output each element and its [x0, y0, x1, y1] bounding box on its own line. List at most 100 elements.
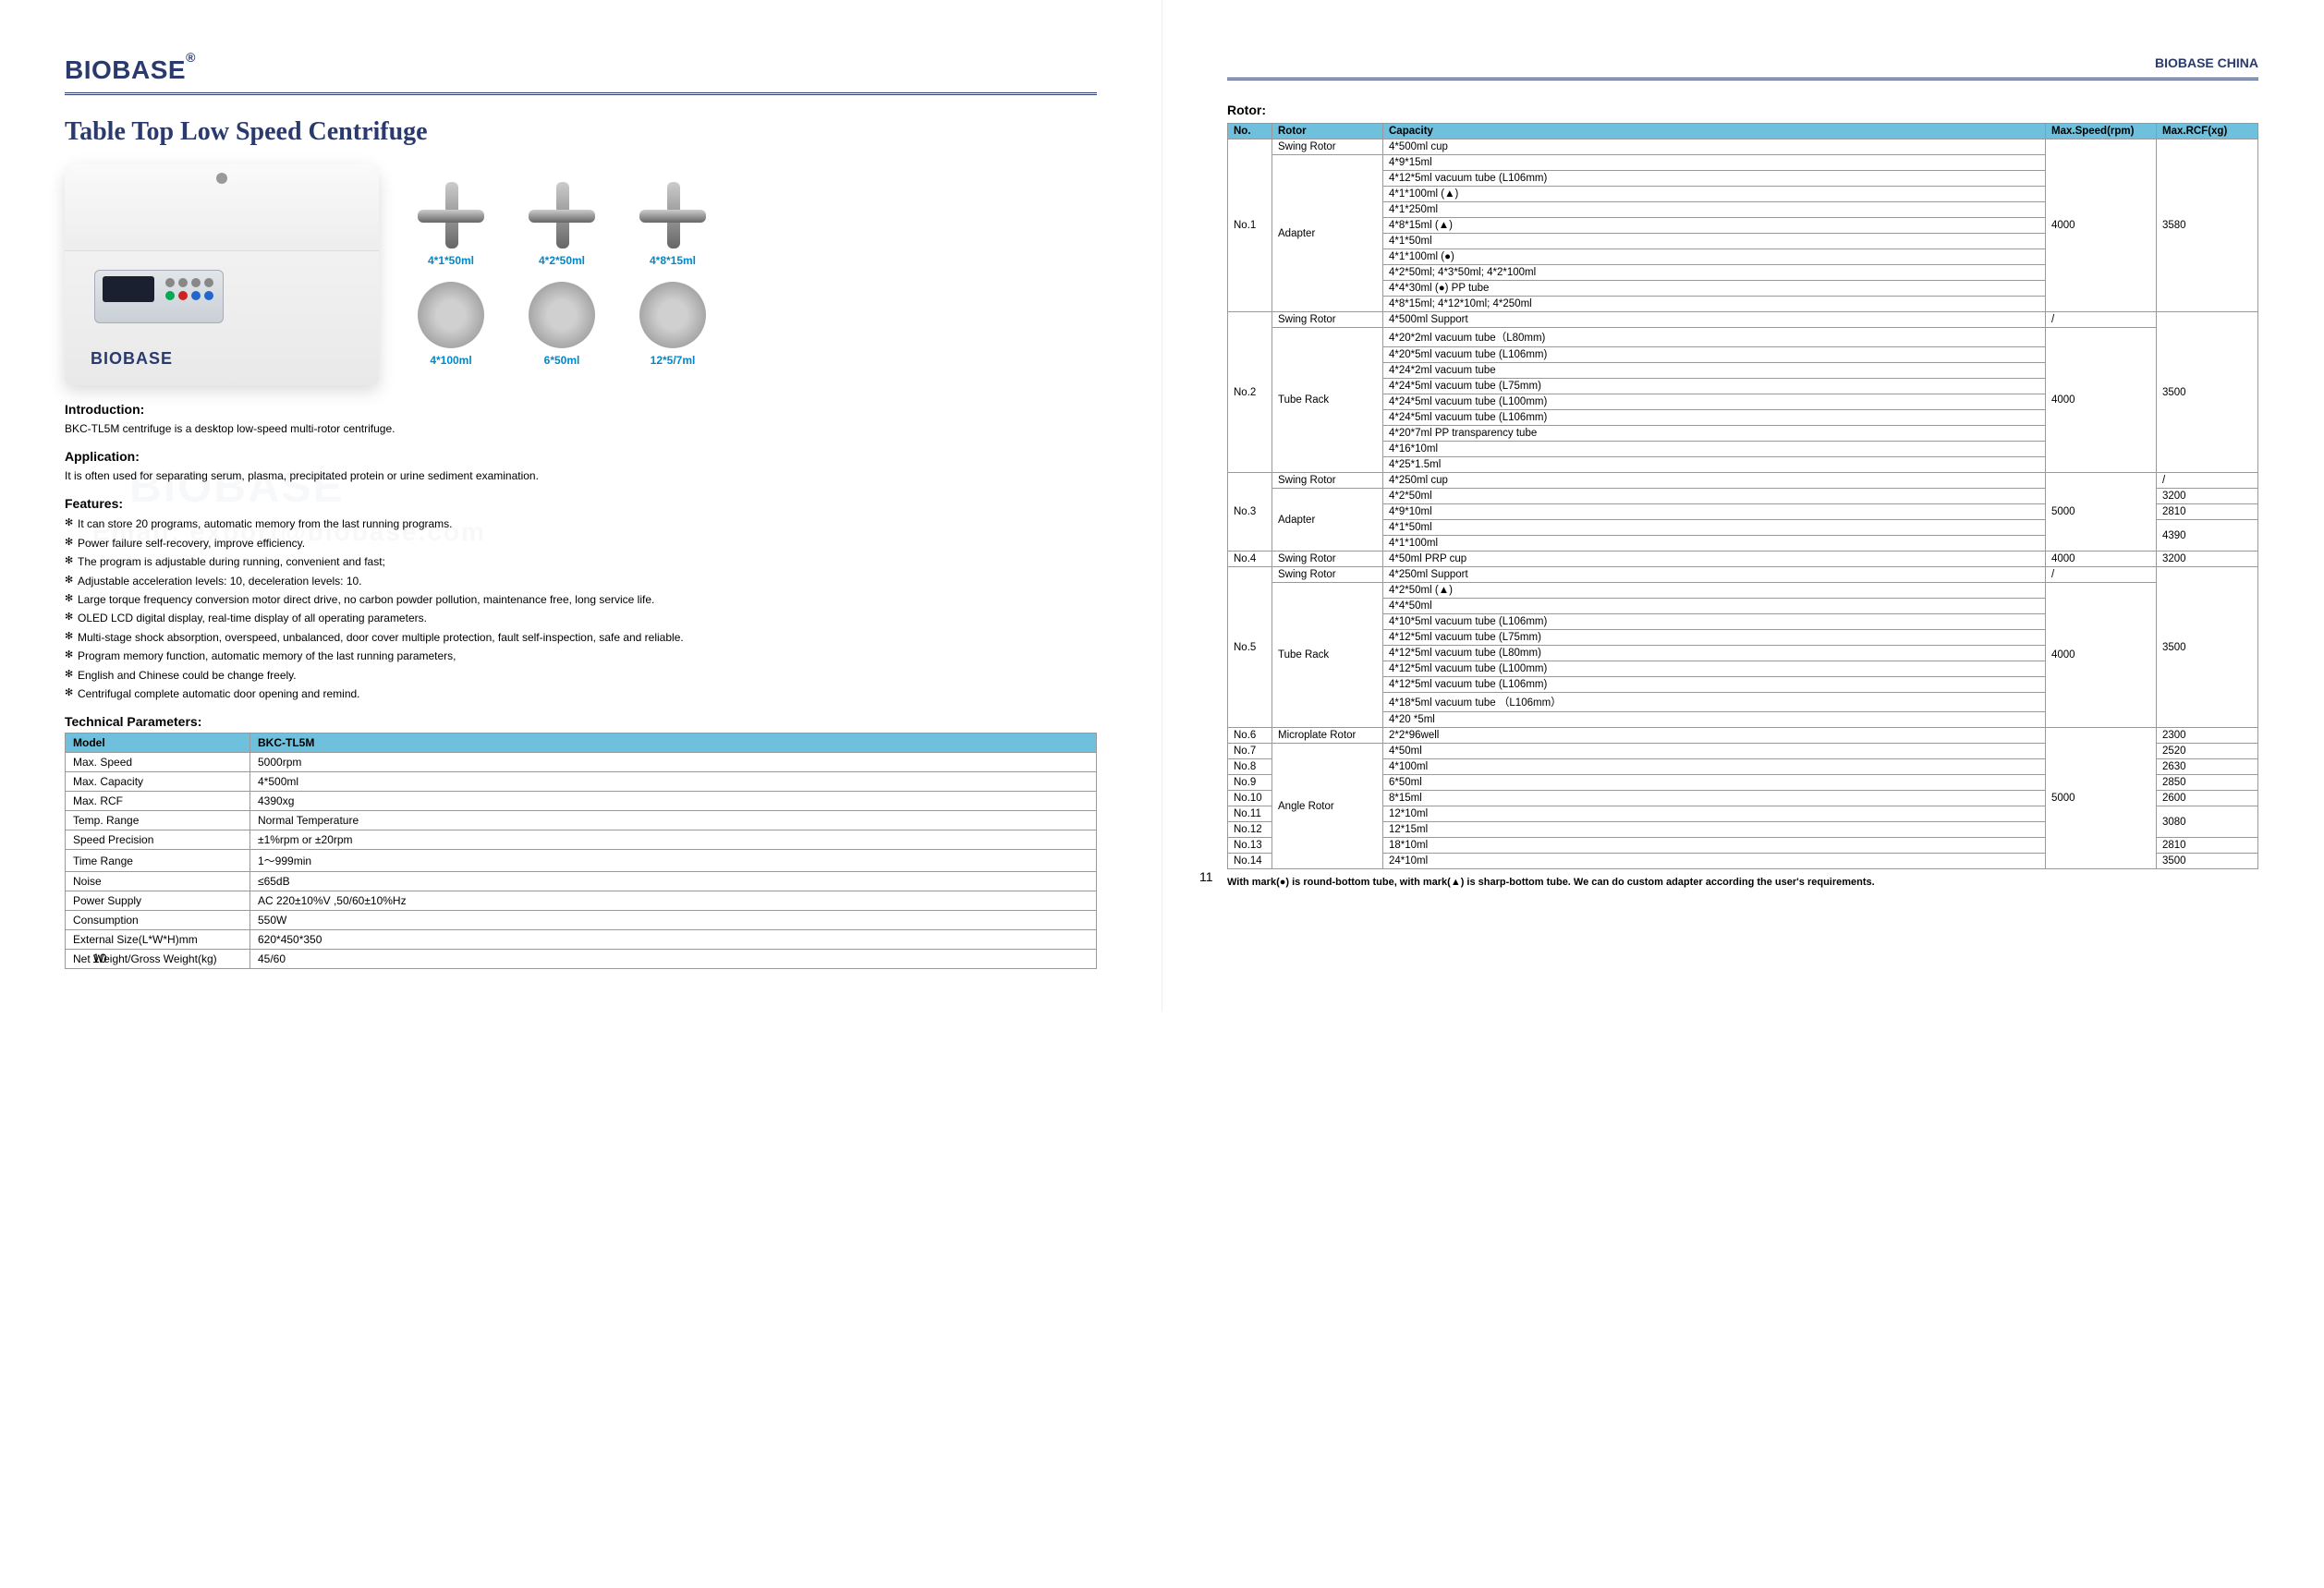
feature-item: Adjustable acceleration levels: 10, dece…	[65, 572, 1097, 590]
rotor-thumb-label: 4*2*50ml	[517, 254, 606, 267]
page-header: BIOBASE®	[65, 55, 1097, 95]
cell-no: No.13	[1228, 838, 1272, 854]
table-row: Consumption550W	[66, 911, 1097, 930]
cell-rotor: Swing Rotor	[1272, 312, 1383, 328]
cell-rcf: 2520	[2157, 744, 2258, 759]
device-panel	[94, 270, 224, 323]
table-row: Time Range1～999min	[66, 850, 1097, 872]
table-row: Noise≤65dB	[66, 872, 1097, 891]
table-header-cell: Capacity	[1383, 124, 2046, 139]
rotor-thumb: 4*2*50ml	[517, 182, 606, 267]
cell-capacity: 4*9*15ml	[1383, 155, 2046, 171]
feature-item: OLED LCD digital display, real-time disp…	[65, 609, 1097, 627]
cell-capacity: 4*1*100ml (▲)	[1383, 187, 2046, 202]
table-row: Power SupplyAC 220±10%V ,50/60±10%Hz	[66, 891, 1097, 911]
cell-capacity: 18*10ml	[1383, 838, 2046, 854]
cell-capacity: 4*100ml	[1383, 759, 2046, 775]
cell-capacity: 4*8*15ml (▲)	[1383, 218, 2046, 234]
table-row: Max. Capacity4*500ml	[66, 772, 1097, 792]
cell-capacity: 6*50ml	[1383, 775, 2046, 791]
table-cell: 620*450*350	[250, 930, 1097, 950]
cell-capacity: 4*2*50ml; 4*3*50ml; 4*2*100ml	[1383, 265, 2046, 281]
rotor-thumb-label: 6*50ml	[517, 354, 606, 367]
cell-no: No.11	[1228, 806, 1272, 822]
cell-capacity: 4*500ml Support	[1383, 312, 2046, 328]
cell-capacity: 4*20*7ml PP transparency tube	[1383, 426, 2046, 442]
table-cell: 5000rpm	[250, 753, 1097, 772]
table-cell: Max. Speed	[66, 753, 250, 772]
cell-rotor: Adapter	[1272, 489, 1383, 552]
intro-text: BKC-TL5M centrifuge is a desktop low-spe…	[65, 420, 1097, 438]
table-row: Speed Precision±1%rpm or ±20rpm	[66, 830, 1097, 850]
cell-capacity: 4*4*30ml (●) PP tube	[1383, 281, 2046, 297]
cell-rcf: 3500	[2157, 567, 2258, 728]
cell-capacity: 4*12*5ml vacuum tube (L106mm)	[1383, 677, 2046, 693]
rotor-thumb-label: 12*5/7ml	[628, 354, 717, 367]
feature-item: English and Chinese could be change free…	[65, 666, 1097, 685]
cell-rotor: Swing Rotor	[1272, 139, 1383, 155]
rotor-table: No.RotorCapacityMax.Speed(rpm)Max.RCF(xg…	[1227, 123, 2258, 869]
cell-rotor: Swing Rotor	[1272, 473, 1383, 489]
cell-speed: /	[2046, 312, 2157, 328]
cell-speed: 4000	[2046, 552, 2157, 567]
cell-rcf: 3500	[2157, 312, 2258, 473]
rotor-thumb: 4*1*50ml	[407, 182, 495, 267]
device-handle	[216, 173, 227, 184]
cell-no: No.8	[1228, 759, 1272, 775]
cell-capacity: 4*1*50ml	[1383, 520, 2046, 536]
hero-row: BIOBASE 4*1*50ml 4*2*50ml 4*8*15ml 4*100ml 6…	[65, 164, 1097, 385]
cell-no: No.1	[1228, 139, 1272, 312]
table-cell: Time Range	[66, 850, 250, 872]
table-header-cell: BKC-TL5M	[250, 733, 1097, 753]
table-row: Tube Rack4*2*50ml (▲)4000	[1228, 583, 2258, 599]
tech-params-table: ModelBKC-TL5MMax. Speed5000rpmMax. Capac…	[65, 733, 1097, 969]
rotor-thumb-label: 4*1*50ml	[407, 254, 495, 267]
table-row: Temp. RangeNormal Temperature	[66, 811, 1097, 830]
cell-capacity: 4*25*1.5ml	[1383, 457, 2046, 473]
intro-heading: Introduction:	[65, 402, 1097, 417]
cell-rcf: 4390	[2157, 520, 2258, 552]
cell-capacity: 12*10ml	[1383, 806, 2046, 822]
cell-capacity: 4*20 *5ml	[1383, 712, 2046, 728]
cell-rcf: 3200	[2157, 552, 2258, 567]
rotor-icon	[529, 182, 595, 249]
header-right-text: BIOBASE CHINA	[2155, 55, 2258, 70]
features-list: It can store 20 programs, automatic memo…	[65, 515, 1097, 703]
cell-rcf: 2300	[2157, 728, 2258, 744]
brand-logo: BIOBASE®	[65, 55, 196, 85]
rotor-icon	[639, 182, 706, 249]
table-cell: Max. Capacity	[66, 772, 250, 792]
cell-capacity: 4*500ml cup	[1383, 139, 2046, 155]
device-image: BIOBASE	[65, 164, 379, 385]
logo-text: BIOBASE	[65, 55, 186, 84]
cell-capacity: 4*12*5ml vacuum tube (L106mm)	[1383, 171, 2046, 187]
cell-capacity: 4*2*50ml	[1383, 489, 2046, 504]
page-title: Table Top Low Speed Centrifuge	[65, 117, 1097, 147]
rotor-thumb-label: 4*100ml	[407, 354, 495, 367]
cell-capacity: 2*2*96well	[1383, 728, 2046, 744]
cell-rcf: 3500	[2157, 854, 2258, 869]
cell-capacity: 4*50ml PRP cup	[1383, 552, 2046, 567]
cell-no: No.6	[1228, 728, 1272, 744]
table-row: No.5Swing Rotor4*250ml Support/3500	[1228, 567, 2258, 583]
cell-capacity: 4*9*10ml	[1383, 504, 2046, 520]
cell-capacity: 4*250ml Support	[1383, 567, 2046, 583]
table-cell: Consumption	[66, 911, 250, 930]
cell-capacity: 4*1*250ml	[1383, 202, 2046, 218]
rotor-thumb-label: 4*8*15ml	[628, 254, 717, 267]
cell-rotor: Tube Rack	[1272, 583, 1383, 728]
cell-rcf: 2810	[2157, 504, 2258, 520]
cell-capacity: 4*24*5ml vacuum tube (L106mm)	[1383, 410, 2046, 426]
table-row: Tube Rack4*20*2ml vacuum tube（L80mm)4000	[1228, 328, 2258, 347]
device-brand: BIOBASE	[91, 349, 173, 369]
table-cell: ≤65dB	[250, 872, 1097, 891]
table-header-cell: Rotor	[1272, 124, 1383, 139]
cell-speed: /	[2046, 567, 2157, 583]
table-row: No.2Swing Rotor4*500ml Support/3500	[1228, 312, 2258, 328]
table-cell: 4*500ml	[250, 772, 1097, 792]
cell-no: No.5	[1228, 567, 1272, 728]
rotor-icon	[529, 282, 595, 348]
cell-capacity: 4*2*50ml (▲)	[1383, 583, 2046, 599]
table-cell: Normal Temperature	[250, 811, 1097, 830]
cell-capacity: 12*15ml	[1383, 822, 2046, 838]
